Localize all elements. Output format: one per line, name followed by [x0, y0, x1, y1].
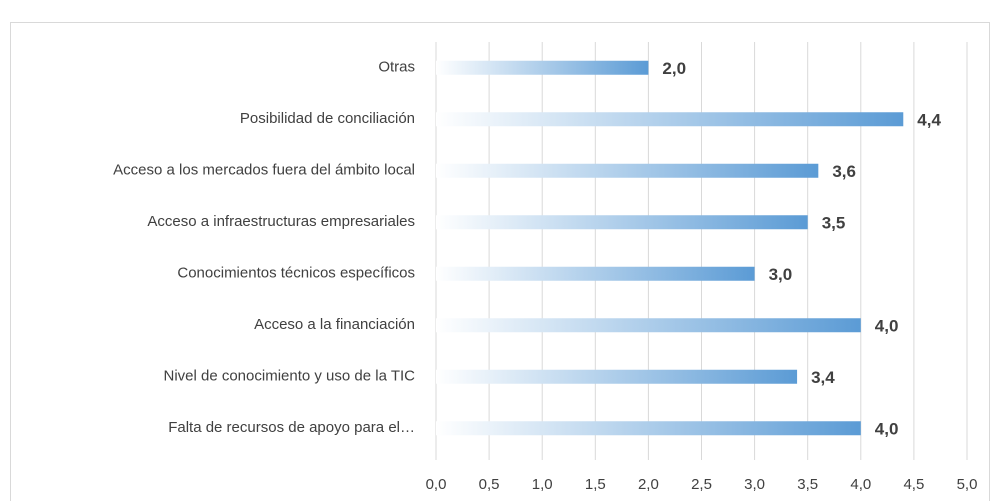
value-label: 3,4 — [811, 368, 835, 387]
bar — [436, 369, 798, 384]
value-label: 4,0 — [875, 317, 899, 336]
bar — [436, 215, 808, 230]
x-tick-label: 0,0 — [426, 476, 447, 493]
x-tick-label: 3,5 — [797, 476, 818, 493]
value-label: 4,0 — [875, 420, 899, 439]
value-label: 4,4 — [917, 111, 941, 130]
x-tick-label: 0,5 — [479, 476, 500, 493]
y-tick-label: Acceso a infraestructuras empresariales — [147, 213, 415, 230]
y-tick-label: Falta de recursos de apoyo para el… — [168, 419, 415, 436]
value-label: 3,6 — [832, 162, 856, 181]
bar — [436, 421, 861, 436]
x-tick-label: 2,5 — [691, 476, 712, 493]
y-tick-label: Acceso a los mercados fuera del ámbito l… — [113, 162, 415, 179]
y-tick-label: Otras — [378, 59, 415, 76]
x-tick-label: 3,0 — [744, 476, 765, 493]
x-tick-label: 4,5 — [903, 476, 924, 493]
x-tick-label: 1,5 — [585, 476, 606, 493]
value-label: 2,0 — [662, 59, 686, 78]
bar — [436, 163, 819, 178]
y-tick-label: Posibilidad de conciliación — [240, 110, 415, 127]
y-tick-label: Nivel de conocimiento y uso de la TIC — [163, 368, 415, 385]
y-tick-label: Conocimientos técnicos específicos — [177, 265, 415, 282]
y-tick-label: Acceso a la financiación — [254, 316, 415, 333]
bar — [436, 318, 861, 333]
x-tick-label: 2,0 — [638, 476, 659, 493]
bar — [436, 112, 904, 127]
x-tick-label: 4,0 — [850, 476, 871, 493]
value-label: 3,5 — [822, 214, 846, 233]
bar — [436, 266, 755, 281]
x-tick-label: 1,0 — [532, 476, 553, 493]
x-tick-label: 5,0 — [957, 476, 978, 493]
bar — [436, 60, 649, 75]
value-label: 3,0 — [769, 265, 793, 284]
